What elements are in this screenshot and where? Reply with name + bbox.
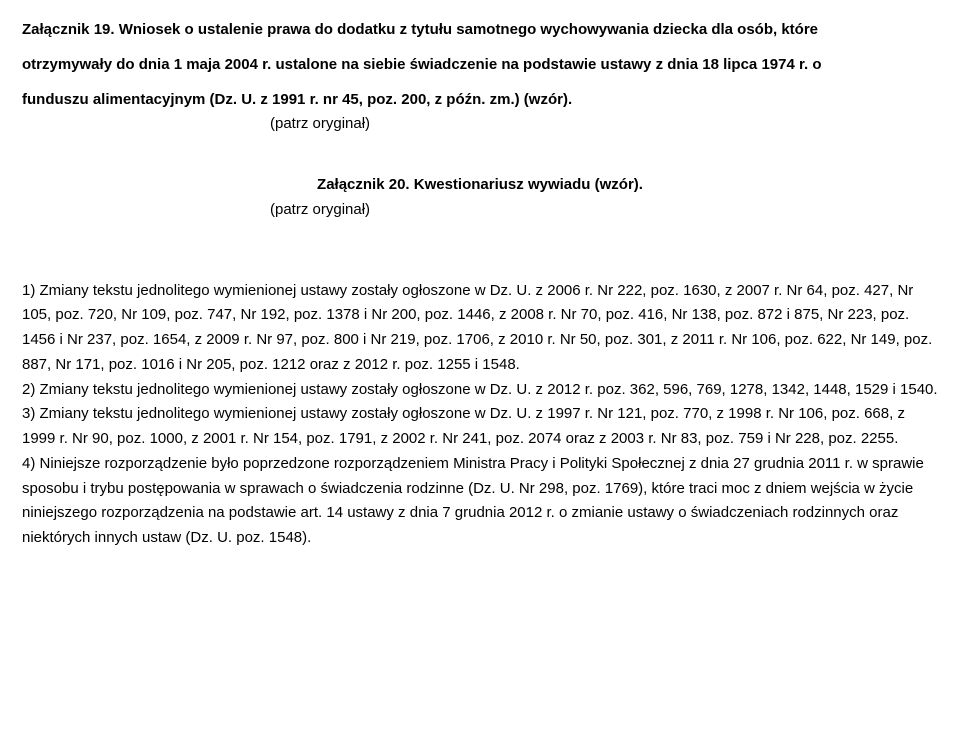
attachment-20-title: Załącznik 20. Kwestionariusz wywiadu (wz… bbox=[22, 173, 938, 198]
attachment-19: Załącznik 19. Wniosek o ustalenie prawa … bbox=[22, 18, 938, 137]
footnote-2: 2) Zmiany tekstu jednolitego wymienionej… bbox=[22, 378, 938, 403]
attachment-19-note: (patrz oryginał) bbox=[22, 112, 938, 137]
attachment-19-line1: Załącznik 19. Wniosek o ustalenie prawa … bbox=[22, 18, 938, 43]
footnote-4: 4) Niniejsze rozporządzenie było poprzed… bbox=[22, 452, 938, 551]
footnote-3: 3) Zmiany tekstu jednolitego wymienionej… bbox=[22, 402, 938, 452]
attachment-20: Załącznik 20. Kwestionariusz wywiadu (wz… bbox=[22, 173, 938, 223]
footnotes: 1) Zmiany tekstu jednolitego wymienionej… bbox=[22, 279, 938, 551]
attachment-20-note: (patrz oryginał) bbox=[22, 198, 938, 223]
attachment-19-line2: otrzymywały do dnia 1 maja 2004 r. ustal… bbox=[22, 53, 938, 78]
attachment-19-line3: funduszu alimentacyjnym (Dz. U. z 1991 r… bbox=[22, 88, 938, 113]
footnote-1: 1) Zmiany tekstu jednolitego wymienionej… bbox=[22, 279, 938, 378]
